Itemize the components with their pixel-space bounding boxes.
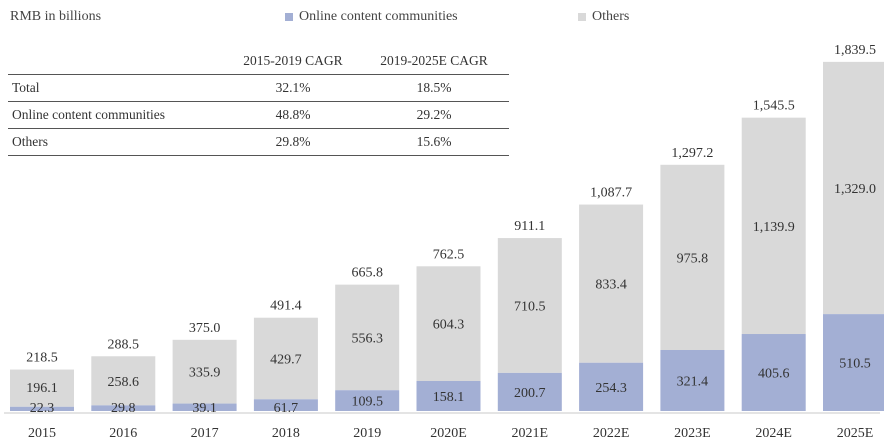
data-label-others: 1,139.9 <box>753 220 795 235</box>
cagr-header-2015-2019: 2015-2019 CAGR <box>243 53 343 68</box>
x-tick-label: 2016 <box>109 426 137 441</box>
legend-item-online: Online content communities <box>285 9 458 25</box>
data-label-online: 405.6 <box>758 367 790 382</box>
cagr-header-row: 2015-2019 CAGR 2019-2025E CAGR <box>8 52 509 75</box>
total-label: 762.5 <box>433 247 465 262</box>
data-label-others: 833.4 <box>595 278 627 293</box>
bar-others <box>172 339 237 404</box>
data-label-others: 258.6 <box>108 375 140 390</box>
x-tick-label: 2020E <box>430 426 467 441</box>
data-label-online: 61.7 <box>274 401 299 416</box>
bar-others <box>335 284 400 391</box>
total-label: 288.5 <box>108 337 140 352</box>
bar-online <box>741 334 806 411</box>
bar-others <box>416 266 481 381</box>
data-label-online: 109.5 <box>351 395 383 410</box>
data-label-others: 429.7 <box>270 353 302 368</box>
bar-online <box>91 405 156 411</box>
cagr-row-value: 29.2% <box>359 101 509 129</box>
legend-label-online: Online content communities <box>299 9 458 24</box>
data-label-others: 196.1 <box>26 381 58 396</box>
legend-item-others: Others <box>578 9 629 25</box>
total-label: 218.5 <box>26 351 58 366</box>
bar-online <box>660 349 725 411</box>
bar-others <box>10 369 74 407</box>
bar-online <box>335 390 400 411</box>
bar-others <box>741 117 806 335</box>
bar-others <box>660 164 725 350</box>
data-label-others: 710.5 <box>514 299 546 314</box>
data-label-others: 604.3 <box>433 318 465 333</box>
cagr-row-value: 48.8% <box>227 101 359 129</box>
cagr-row-others: Others 29.8% 15.6% <box>8 128 509 156</box>
cagr-row-value: 32.1% <box>227 74 359 102</box>
data-label-online: 22.3 <box>30 401 55 416</box>
total-label: 1,839.5 <box>834 43 876 58</box>
cagr-row-name: Online content communities <box>8 101 227 129</box>
data-label-online: 510.5 <box>839 357 871 372</box>
data-label-online: 29.8 <box>111 401 136 416</box>
data-label-online: 158.1 <box>433 390 465 405</box>
x-tick-label: 2015 <box>28 426 56 441</box>
data-label-online: 200.7 <box>514 386 546 401</box>
total-label: 1,545.5 <box>753 99 795 114</box>
cagr-table: 2015-2019 CAGR 2019-2025E CAGR Total 32.… <box>8 52 509 156</box>
x-tick-label: 2022E <box>593 426 630 441</box>
data-label-others: 335.9 <box>189 366 221 381</box>
cagr-header-2019-2025: 2019-2025E CAGR <box>380 53 488 68</box>
cagr-row-value: 18.5% <box>359 74 509 102</box>
bar-online <box>416 380 481 411</box>
data-label-others: 1,329.0 <box>834 182 876 197</box>
cagr-row-online: Online content communities 48.8% 29.2% <box>8 101 509 129</box>
x-tick-label: 2021E <box>512 426 549 441</box>
data-label-online: 321.4 <box>677 374 709 389</box>
total-label: 911.1 <box>514 219 545 234</box>
total-label: 1,297.2 <box>671 146 713 161</box>
bar-others <box>91 356 156 406</box>
total-label: 665.8 <box>351 266 383 281</box>
total-label: 491.4 <box>270 299 302 314</box>
bar-others <box>823 61 884 315</box>
bar-online <box>253 399 318 411</box>
cagr-header-blank <box>8 52 227 75</box>
cagr-row-name: Total <box>8 74 227 102</box>
bar-online <box>10 406 74 411</box>
total-label: 1,087.7 <box>590 186 632 201</box>
cagr-row-name: Others <box>8 128 227 156</box>
cagr-row-value: 29.8% <box>227 128 359 156</box>
unit-label: RMB in billions <box>10 9 102 24</box>
data-label-online: 254.3 <box>595 381 627 396</box>
bar-online <box>497 372 562 411</box>
x-tick-label: 2025E <box>837 426 874 441</box>
bar-online <box>172 403 237 411</box>
legend-swatch-others <box>578 13 586 21</box>
cagr-row-value: 15.6% <box>359 128 509 156</box>
x-tick-label: 2023E <box>674 426 711 441</box>
total-label: 375.0 <box>189 321 221 336</box>
data-label-others: 556.3 <box>351 331 383 346</box>
bar-others <box>497 238 562 373</box>
x-tick-label: 2017 <box>191 426 219 441</box>
bar-others <box>253 317 318 400</box>
bar-others <box>579 204 644 363</box>
bar-online <box>823 314 884 411</box>
x-tick-label: 2018 <box>272 426 300 441</box>
legend-swatch-online <box>285 13 293 21</box>
data-label-others: 975.8 <box>677 251 709 266</box>
x-tick-label: 2019 <box>353 426 381 441</box>
data-label-online: 39.1 <box>192 401 217 416</box>
legend-label-others: Others <box>592 9 630 24</box>
x-tick-label: 2024E <box>755 426 792 441</box>
bar-online <box>579 362 644 411</box>
cagr-row-total: Total 32.1% 18.5% <box>8 74 509 102</box>
